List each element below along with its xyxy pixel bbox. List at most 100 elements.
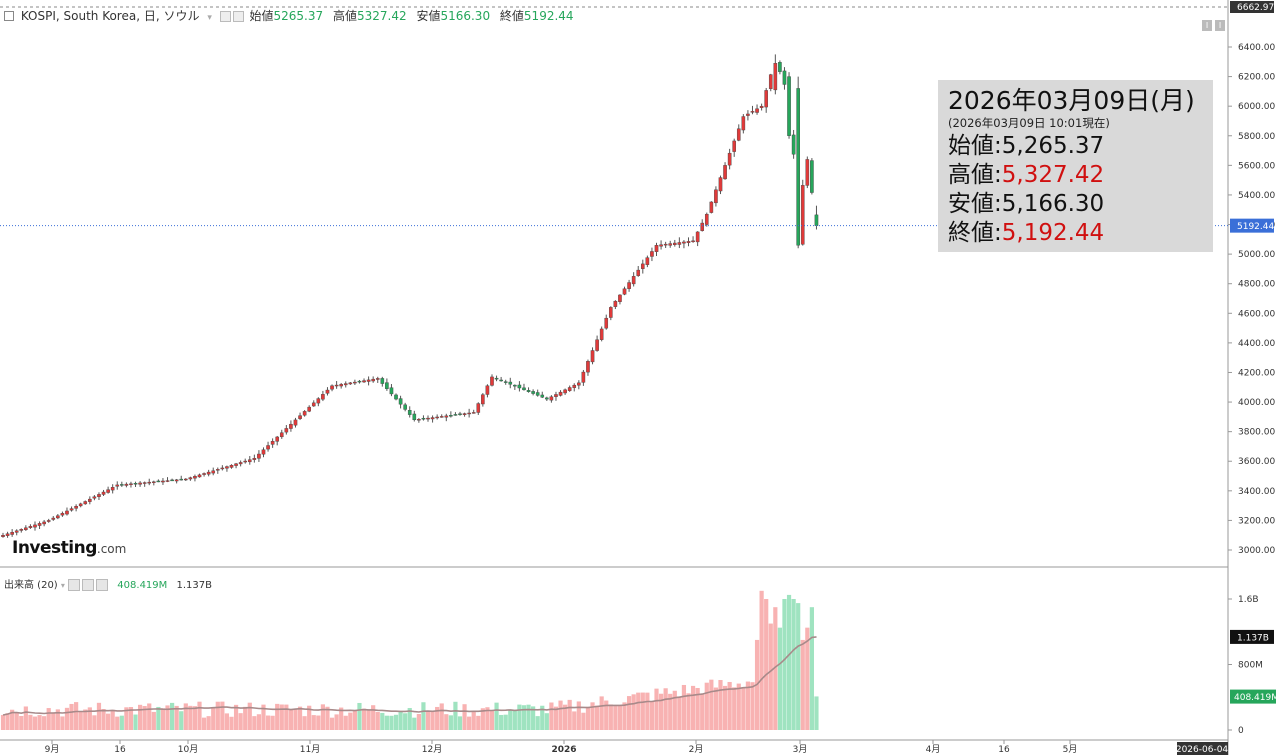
volume-bar xyxy=(718,679,723,730)
candle-body xyxy=(293,419,298,426)
candle-body xyxy=(83,501,88,505)
candle-body xyxy=(800,185,805,245)
candle-body xyxy=(755,108,759,113)
volume-bar xyxy=(270,715,275,730)
volume-bar xyxy=(307,705,312,730)
visibility-icon[interactable] xyxy=(219,11,231,22)
volume-bar xyxy=(293,708,298,730)
volume-bar xyxy=(540,705,545,730)
volume-bar xyxy=(786,594,792,730)
candle-body xyxy=(558,391,563,396)
candle-body xyxy=(311,402,316,407)
volume-bar xyxy=(265,715,271,730)
last-price-label: 5192.44 xyxy=(1237,222,1274,232)
volume-bar xyxy=(663,688,668,730)
volume-bar xyxy=(375,711,380,730)
volume-bar xyxy=(672,690,677,730)
volume-bar xyxy=(508,709,513,730)
volume-bar xyxy=(128,706,134,730)
candle-body xyxy=(654,245,659,252)
volume-bar xyxy=(311,715,316,730)
volume-header: 出来高 (20) ▾ 408.419M 1.137B xyxy=(4,576,212,591)
volume-bar xyxy=(549,702,554,730)
candle-body xyxy=(138,482,142,485)
volume-ma-value: 1.137B xyxy=(176,580,212,591)
volume-bar xyxy=(238,713,243,730)
candle-body xyxy=(298,415,302,419)
volume-bar xyxy=(42,716,47,730)
candle-body xyxy=(197,474,202,478)
volume-bar xyxy=(174,705,179,730)
settings-icon[interactable] xyxy=(232,11,244,22)
volume-bar xyxy=(535,716,540,730)
volume-bar xyxy=(119,715,124,730)
toolbar-icon-right[interactable]: I xyxy=(1215,20,1225,31)
candle-body xyxy=(613,300,618,307)
volume-bar xyxy=(192,706,198,730)
vol-ma-marker-label: 1.137B xyxy=(1237,633,1269,643)
candle-body xyxy=(723,165,727,180)
candle-body xyxy=(449,415,453,417)
visibility-icon[interactable] xyxy=(68,579,81,591)
volume-bar xyxy=(768,623,773,730)
candle-body xyxy=(243,460,248,463)
candle-body xyxy=(110,487,115,491)
y-axis-label: 5400.00 xyxy=(1238,191,1275,201)
candle-body xyxy=(545,397,549,400)
investing-logo: Investing.com xyxy=(12,538,127,558)
close-icon[interactable] xyxy=(96,579,109,591)
ohlc-info-box: 2026年03月09日(月) (2026年03月09日 10:01現在) 始値:… xyxy=(938,80,1213,252)
volume-bar xyxy=(622,702,627,730)
volume-bar xyxy=(526,704,531,730)
collapse-icon[interactable] xyxy=(4,10,14,21)
volume-bar xyxy=(700,694,705,730)
candle-body xyxy=(535,392,540,396)
y-axis-label: 3800.00 xyxy=(1238,428,1275,438)
candle-body xyxy=(403,404,407,410)
volume-bar xyxy=(732,687,737,730)
candle-body xyxy=(650,251,654,257)
candle-body xyxy=(718,177,723,192)
toolbar-icon-left[interactable]: I xyxy=(1202,20,1212,31)
candle-body xyxy=(261,449,266,455)
candle-body xyxy=(508,381,513,385)
candle-body xyxy=(778,62,782,72)
volume-bar xyxy=(736,683,741,730)
volume-bar xyxy=(773,607,778,730)
candle-body xyxy=(499,379,503,382)
candle-body xyxy=(19,529,24,531)
volume-bar xyxy=(188,705,193,730)
candle-body xyxy=(672,242,677,246)
volume-bar xyxy=(709,679,714,730)
candle-body xyxy=(279,432,284,438)
volume-bar xyxy=(0,714,6,730)
candle-body xyxy=(485,385,490,395)
candle-body xyxy=(183,478,188,481)
x-axis-label: 3月 xyxy=(793,744,808,755)
volume-bar xyxy=(444,714,449,730)
volume-bar xyxy=(19,716,24,730)
chevron-down-icon[interactable]: ▾ xyxy=(60,581,65,590)
candle-body xyxy=(284,428,289,433)
x-axis-label: 12月 xyxy=(422,744,442,755)
settings-icon[interactable] xyxy=(82,579,95,591)
volume-bar xyxy=(791,599,796,730)
volume-bar xyxy=(297,706,303,730)
volume-bar xyxy=(220,701,225,730)
candle-body xyxy=(257,453,261,459)
volume-bar xyxy=(677,696,682,730)
info-as-of: (2026年03月09日 10:01現在) xyxy=(948,116,1110,130)
chevron-down-icon[interactable]: ▾ xyxy=(207,13,212,23)
high-label: 高値 xyxy=(332,9,357,23)
x-axis-label: 5月 xyxy=(1063,744,1078,755)
candle-body xyxy=(10,532,14,535)
candle-body xyxy=(764,90,768,108)
candle-body xyxy=(156,480,161,483)
volume-bar xyxy=(28,714,33,730)
candle-body xyxy=(412,413,417,421)
y-axis-label: 3400.00 xyxy=(1238,487,1275,497)
candle-body xyxy=(577,382,581,386)
candle-body xyxy=(375,378,380,380)
chart-header: KOSPI, South Korea, 日, ソウル ▾ 始値5265.37 高… xyxy=(4,7,580,24)
